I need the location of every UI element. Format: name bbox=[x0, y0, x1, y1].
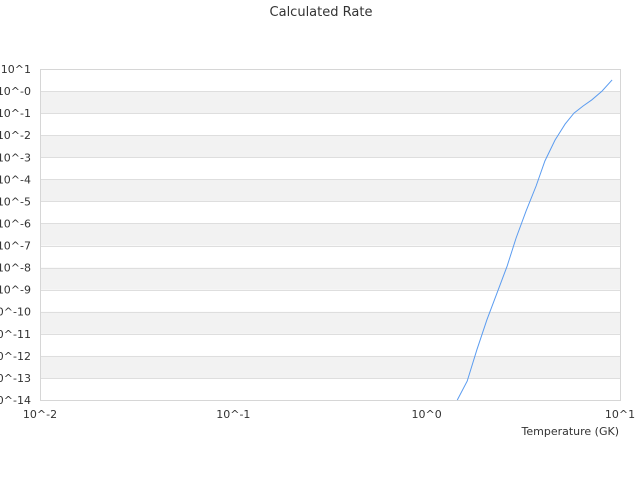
y-tick-label: 10^-11 bbox=[0, 328, 31, 341]
y-tick-label: 10^-10 bbox=[0, 306, 31, 319]
y-tick-label: 10^1 bbox=[1, 63, 31, 76]
y-tick-label: 10^-0 bbox=[0, 85, 31, 98]
band bbox=[40, 179, 620, 202]
x-tick-label: 10^1 bbox=[605, 408, 635, 421]
y-tick-label: 10^-3 bbox=[0, 151, 31, 164]
band bbox=[40, 267, 620, 290]
band bbox=[40, 135, 620, 158]
background-bands bbox=[40, 91, 620, 378]
band bbox=[40, 91, 620, 114]
y-tick-label: 10^-5 bbox=[0, 195, 31, 208]
chart-title: Calculated Rate bbox=[270, 5, 373, 20]
band bbox=[40, 355, 620, 378]
y-tick-label: 10^-4 bbox=[0, 173, 31, 186]
y-tick-label: 10^-14 bbox=[0, 394, 31, 407]
plot-frame bbox=[40, 69, 621, 401]
band bbox=[40, 311, 620, 334]
y-tick-label: 10^-13 bbox=[0, 372, 31, 385]
x-axis-label: Temperature (GK) bbox=[521, 425, 620, 438]
y-tick-label: 10^-2 bbox=[0, 129, 31, 142]
series-line bbox=[456, 79, 613, 401]
y-tick-label: 10^-1 bbox=[0, 107, 31, 120]
x-axis-ticks: 10^-2 10^-1 10^0 10^1 bbox=[23, 408, 635, 421]
y-tick-label: 10^-7 bbox=[0, 240, 31, 253]
x-tick-label: 10^0 bbox=[412, 408, 442, 421]
y-tick-label: 10^-9 bbox=[0, 284, 31, 297]
y-tick-label: 10^-6 bbox=[0, 217, 31, 230]
band bbox=[40, 223, 620, 246]
y-tick-label: 10^-8 bbox=[0, 262, 31, 275]
x-tick-label: 10^-1 bbox=[216, 408, 250, 421]
x-tick-label: 10^-2 bbox=[23, 408, 57, 421]
y-tick-label: 10^-12 bbox=[0, 350, 31, 363]
y-axis-ticks: 10^1 10^-0 10^-1 10^-2 10^-3 10^-4 10^-5 10^-6 1… bbox=[0, 63, 31, 407]
